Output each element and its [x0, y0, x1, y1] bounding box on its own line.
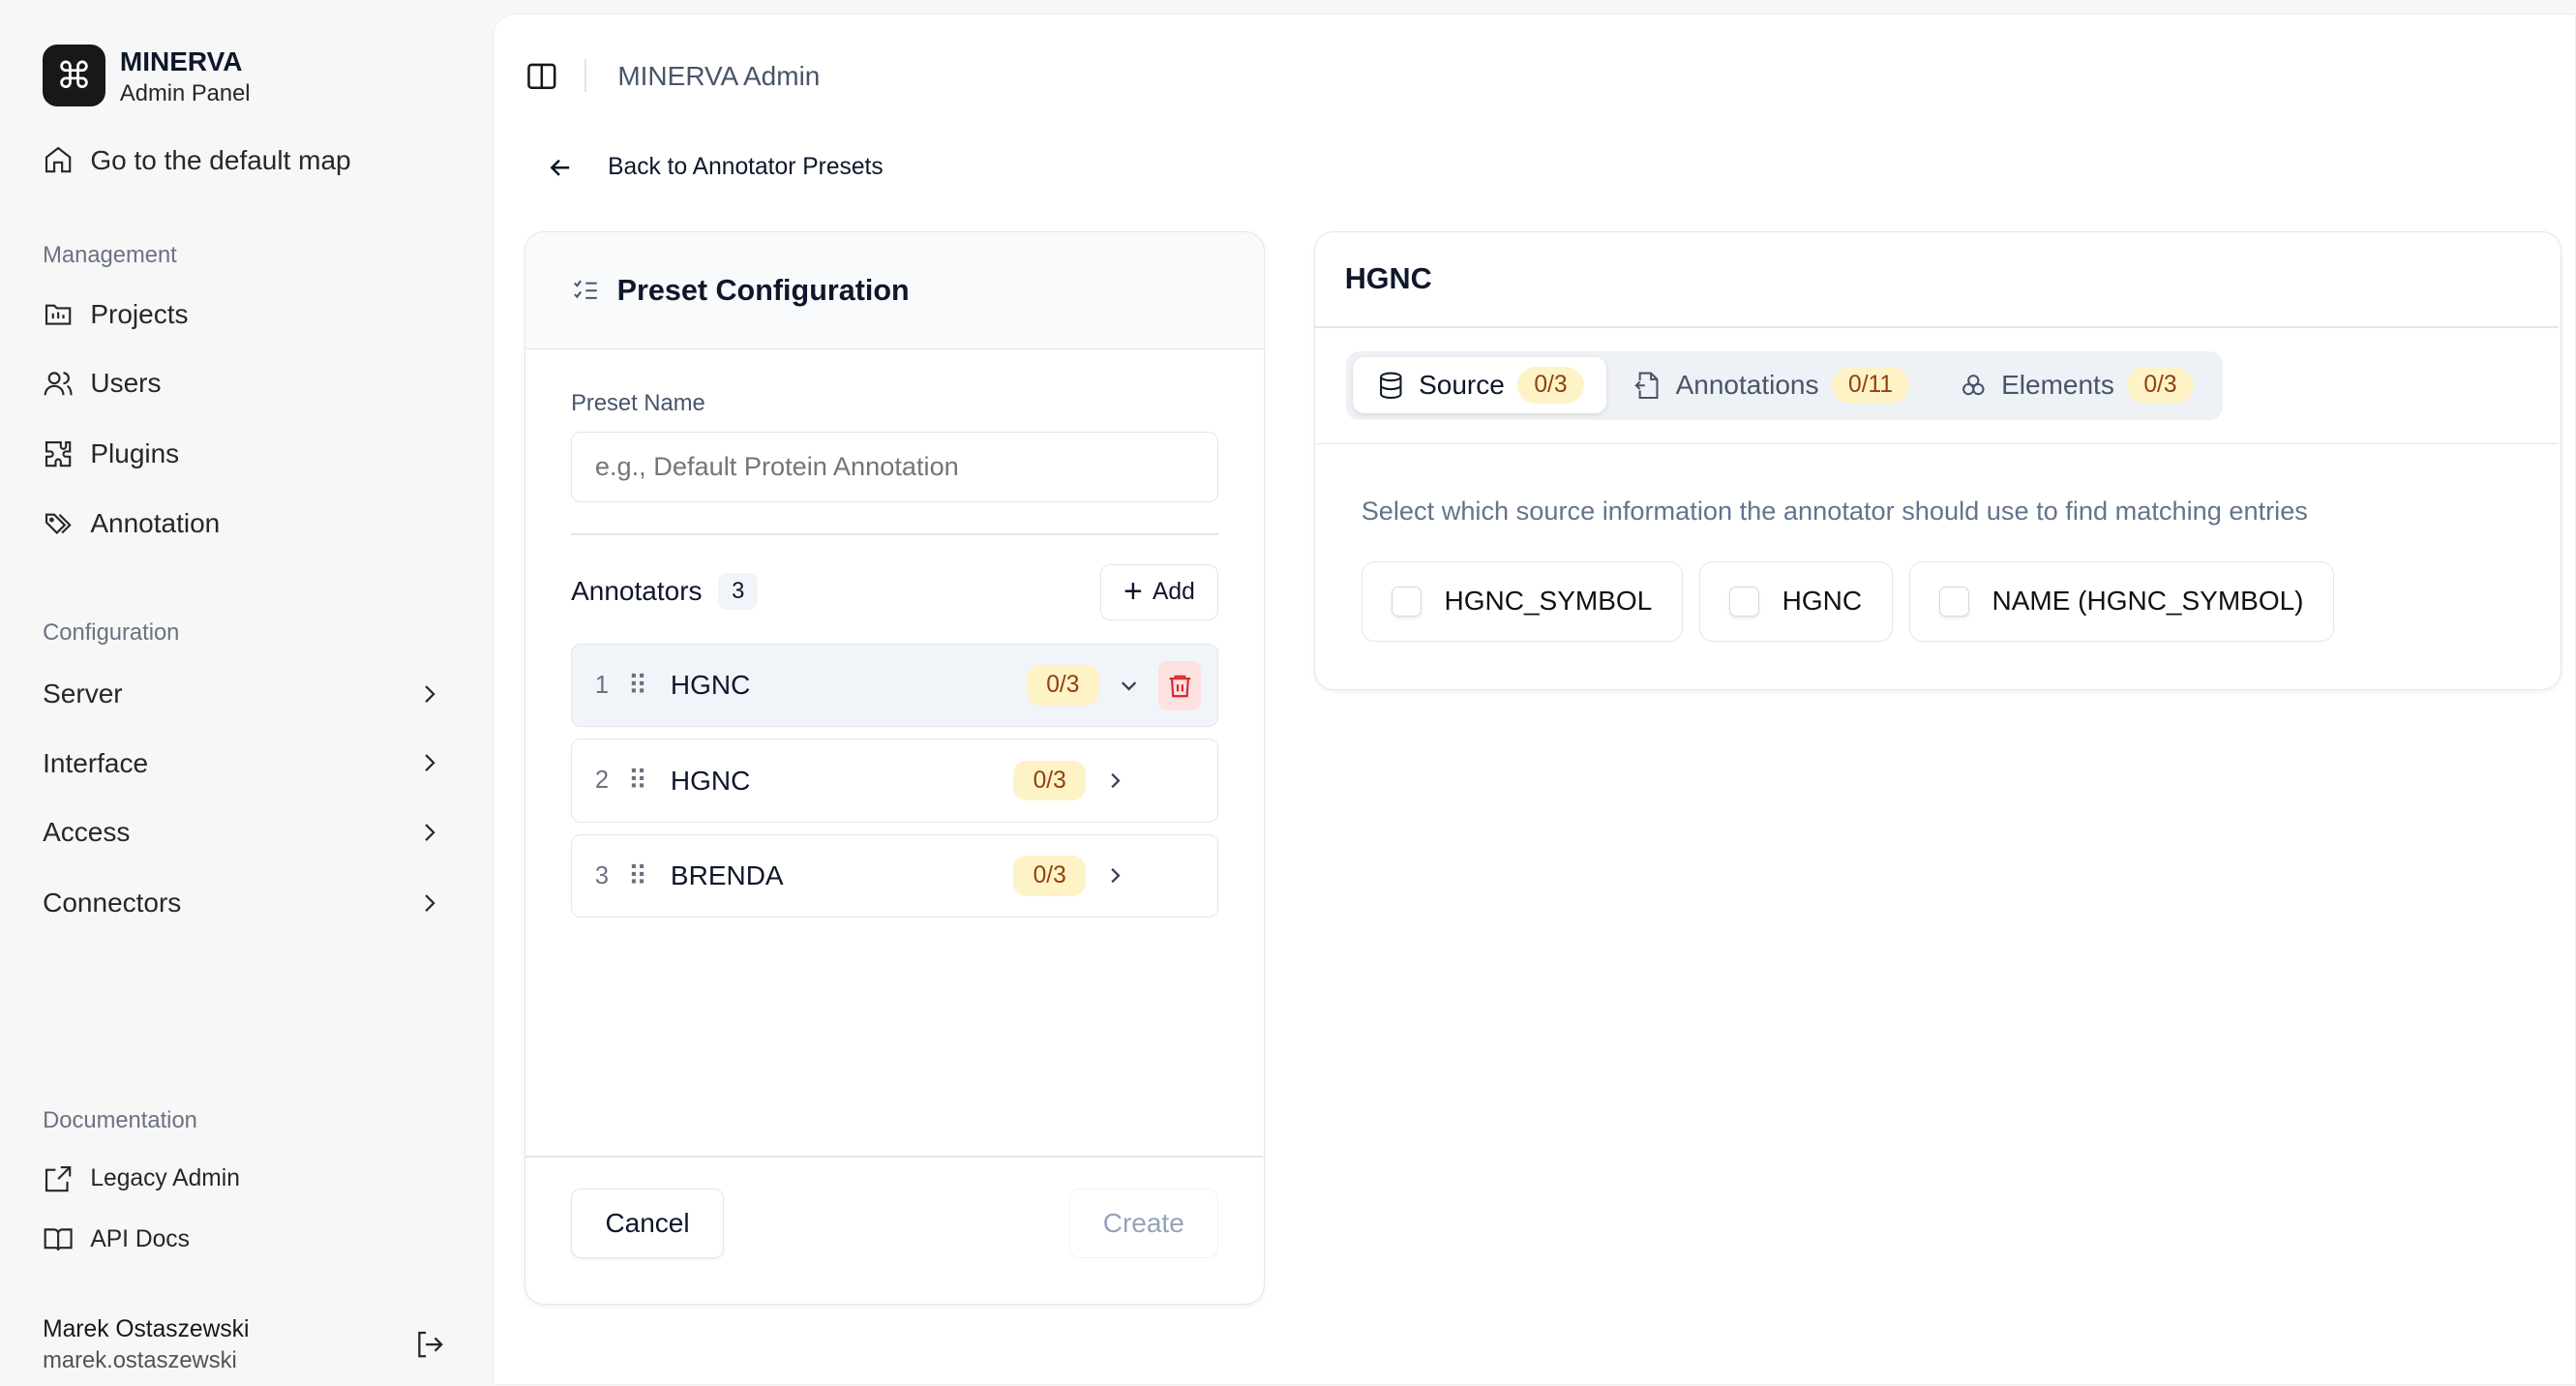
annotator-row[interactable]: 3 ⠿ BRENDA 0/3 — [571, 833, 1218, 919]
elements-icon — [1962, 375, 1985, 396]
folder-chart-icon — [45, 304, 72, 325]
option-hgnc-symbol[interactable]: HGNC_SYMBOL — [1361, 560, 1683, 643]
detail-tabs: Source 0/3 Annotations 0/11 Elements 0/3 — [1346, 350, 2224, 420]
checkbox[interactable] — [1729, 587, 1759, 617]
card-header: Preset Configuration — [524, 232, 1265, 349]
header-divider — [584, 59, 587, 93]
detail-title: HGNC — [1344, 261, 1432, 295]
list-checks-icon — [574, 280, 597, 299]
logout-icon[interactable] — [414, 1329, 445, 1360]
annotator-row[interactable]: 1 ⠿ HGNC 0/3 — [571, 643, 1218, 728]
toggle-sidebar-icon[interactable] — [524, 59, 559, 94]
sidebar-item-access[interactable]: Access — [43, 817, 445, 848]
home-icon — [45, 147, 72, 173]
option-name-hgnc-symbol[interactable]: NAME (HGNC_SYMBOL) — [1908, 560, 2335, 643]
chevron-right-icon — [425, 754, 435, 772]
chevron-right-icon[interactable] — [1102, 768, 1128, 794]
book-open-icon — [44, 1228, 73, 1250]
management-label: Management — [43, 241, 177, 268]
file-input-icon — [1634, 372, 1659, 399]
divider — [1315, 326, 2560, 328]
configuration-label: Configuration — [43, 619, 180, 647]
tags-icon — [45, 513, 72, 534]
drag-handle-icon[interactable]: ⠿ — [627, 860, 648, 891]
sidebar-item-interface[interactable]: Interface — [43, 747, 445, 778]
external-link-icon — [45, 1165, 72, 1192]
annotator-detail-card: HGNC Source 0/3 Annotations 0/11 Element… — [1314, 231, 2561, 691]
user-name: Marek Ostaszewski — [43, 1315, 250, 1342]
chevron-right-icon — [425, 685, 435, 704]
trash-icon — [1169, 675, 1190, 697]
annotator-badge: 0/3 — [1013, 760, 1087, 801]
puzzle-icon — [45, 441, 72, 467]
checkbox[interactable] — [1392, 587, 1422, 617]
plus-icon: + — [1123, 573, 1143, 611]
brand-subtitle: Admin Panel — [119, 80, 251, 107]
annotator-badge: 0/3 — [1013, 856, 1087, 896]
annotator-name: HGNC — [670, 765, 751, 796]
back-link[interactable]: Back to Annotator Presets — [546, 153, 884, 183]
arrow-left-icon — [550, 159, 569, 176]
source-options: HGNC_SYMBOL HGNC NAME (HGNC_SYMBOL) — [1361, 560, 2335, 643]
card-title: Preset Configuration — [616, 273, 910, 307]
sidebar-item-projects[interactable]: Projects — [43, 299, 445, 330]
create-button[interactable]: Create — [1068, 1189, 1218, 1258]
chevron-down-icon[interactable] — [1116, 673, 1142, 699]
footer-divider — [524, 1156, 1263, 1159]
database-icon — [1380, 372, 1402, 399]
cancel-button[interactable]: Cancel — [571, 1189, 724, 1258]
preset-name-label: Preset Name — [571, 390, 705, 417]
option-hgnc[interactable]: HGNC — [1698, 560, 1893, 643]
header-title: MINERVA Admin — [617, 60, 821, 91]
source-description: Select which source information the anno… — [1361, 496, 2308, 526]
go-to-default-map[interactable]: Go to the default map — [43, 144, 445, 175]
command-icon: ⌘ — [55, 55, 93, 97]
drag-handle-icon[interactable]: ⠿ — [627, 766, 648, 797]
documentation-label: Documentation — [43, 1107, 197, 1134]
sidebar-item-legacy-admin[interactable]: Legacy Admin — [43, 1163, 445, 1194]
delete-annotator-button[interactable] — [1157, 660, 1201, 710]
chevron-right-icon[interactable] — [1102, 862, 1128, 889]
annotator-name: HGNC — [670, 670, 751, 701]
chevron-right-icon — [425, 824, 435, 841]
annotator-badge: 0/3 — [1026, 665, 1099, 706]
annotator-name: BRENDA — [670, 860, 784, 890]
user-login: marek.ostaszewski — [43, 1347, 237, 1374]
sidebar-item-plugins[interactable]: Plugins — [43, 438, 445, 469]
annotators-count-badge: 3 — [718, 572, 758, 610]
tab-elements[interactable]: Elements 0/3 — [1935, 357, 2216, 413]
sidebar-item-users[interactable]: Users — [43, 368, 445, 399]
checkbox[interactable] — [1939, 587, 1969, 617]
tab-annotations[interactable]: Annotations 0/11 — [1610, 357, 1932, 413]
tab-source[interactable]: Source 0/3 — [1353, 357, 1607, 414]
chevron-right-icon — [425, 894, 435, 912]
brand-title: MINERVA — [119, 45, 243, 76]
sidebar-item-api-docs[interactable]: API Docs — [43, 1224, 445, 1255]
sidebar-item-connectors[interactable]: Connectors — [43, 888, 445, 919]
divider — [1315, 442, 2560, 445]
preset-name-input[interactable] — [571, 431, 1218, 502]
sidebar-item-server[interactable]: Server — [43, 678, 445, 709]
sidebar-item-annotation[interactable]: Annotation — [43, 508, 445, 539]
brand-logo[interactable]: ⌘ — [43, 44, 105, 107]
users-icon — [44, 372, 73, 396]
drag-handle-icon[interactable]: ⠿ — [627, 670, 648, 701]
annotator-row[interactable]: 2 ⠿ HGNC 0/3 — [571, 738, 1218, 823]
preset-configuration-card: Preset Configuration Preset Name Annotat… — [524, 231, 1266, 1305]
divider — [571, 533, 1218, 535]
annotators-heading: Annotators 3 — [571, 572, 758, 610]
add-annotator-button[interactable]: + Add — [1099, 564, 1218, 621]
